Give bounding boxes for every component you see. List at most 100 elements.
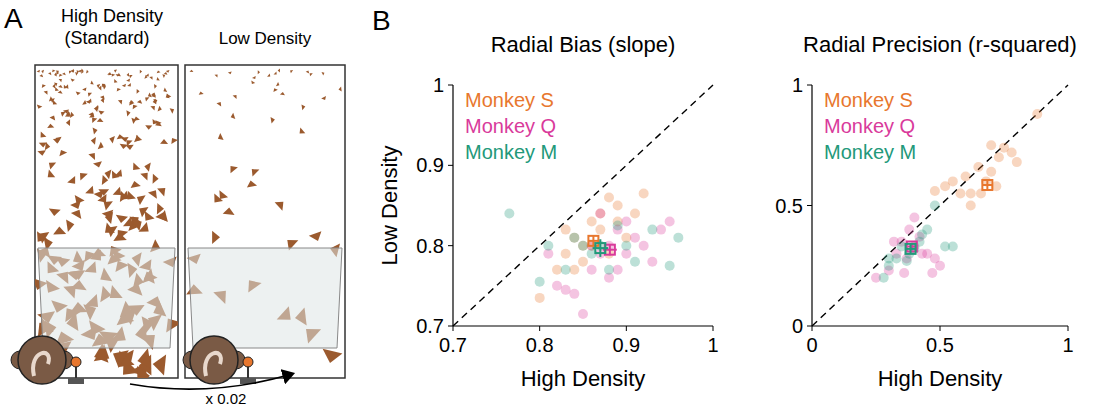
- session-point: [647, 257, 657, 267]
- ground-patch: [188, 248, 342, 348]
- mean-marker: [982, 180, 992, 190]
- panel-letter: B: [372, 5, 391, 36]
- identity-line: [812, 85, 1068, 326]
- dot-triangle: [113, 350, 129, 368]
- dot-triangle: [133, 116, 140, 120]
- dot-triangle: [108, 73, 112, 76]
- session-point: [569, 233, 579, 243]
- legend: Monkey SMonkey QMonkey M: [465, 89, 557, 163]
- session-point: [955, 188, 965, 198]
- dot-triangle: [126, 145, 134, 150]
- session-point: [948, 176, 958, 186]
- dot-triangle: [122, 84, 126, 87]
- dot-triangle: [114, 169, 122, 176]
- dot-triangle: [118, 230, 129, 240]
- dot-triangle: [87, 98, 91, 102]
- dot-triangle: [133, 105, 138, 110]
- session-point: [899, 268, 909, 278]
- dot-triangle: [137, 100, 142, 104]
- dot-triangle: [91, 137, 96, 145]
- session-point: [639, 241, 649, 251]
- session-point: [665, 217, 675, 227]
- dot-triangle: [69, 71, 72, 74]
- joystick-base: [68, 378, 84, 384]
- x-tick: [453, 326, 454, 331]
- head: [18, 336, 66, 384]
- dot-triangle: [102, 84, 105, 88]
- dot-triangle: [50, 116, 56, 121]
- y-axis: [452, 85, 453, 326]
- monkey-icon: [183, 336, 256, 384]
- session-point: [595, 209, 605, 219]
- dot-triangle: [137, 195, 146, 205]
- dot-triangle: [302, 104, 306, 110]
- error-bar-x: [908, 245, 916, 247]
- dot-triangle: [217, 102, 222, 107]
- optic-flow: [35, 68, 178, 378]
- dot-triangle: [90, 81, 93, 85]
- dot-triangle: [70, 201, 81, 209]
- head: [190, 336, 238, 384]
- dot-triangle: [98, 86, 101, 91]
- dot-triangle: [52, 70, 55, 73]
- title-line: (Standard): [64, 28, 149, 48]
- session-point: [561, 285, 571, 295]
- dot-triangle: [65, 112, 70, 117]
- dot-triangle: [59, 150, 67, 156]
- x-tick: [626, 326, 627, 331]
- dot-triangle: [107, 226, 117, 237]
- dot-triangle: [59, 79, 62, 82]
- dot-triangle: [131, 181, 141, 188]
- dot-triangle: [114, 79, 117, 83]
- x-axis-title: High Density: [521, 366, 646, 391]
- dot-triangle: [82, 100, 86, 105]
- mean-marker: [605, 245, 615, 255]
- dot-triangle: [309, 231, 322, 241]
- dot-triangle: [93, 161, 102, 167]
- session-point: [613, 221, 623, 231]
- dot-triangle: [148, 190, 157, 199]
- dot-triangle: [48, 72, 51, 75]
- dot-triangle: [153, 99, 157, 105]
- chart-title: Radial Bias (slope): [491, 32, 676, 57]
- dot-triangle: [86, 70, 89, 74]
- arrow: [130, 374, 292, 389]
- session-point: [879, 273, 889, 283]
- dot-triangle: [61, 112, 66, 117]
- y-tick: [448, 245, 453, 246]
- dot-triangle: [252, 76, 256, 79]
- panel-title: High Density(Standard): [61, 6, 163, 48]
- dot-triangle: [104, 201, 113, 210]
- dot-triangle: [70, 112, 74, 118]
- legend-entry: Monkey Q: [824, 115, 915, 137]
- dot-triangle: [231, 166, 238, 173]
- y-tick: [807, 85, 812, 86]
- y-tick: [448, 326, 453, 327]
- x-tick-label: 1: [707, 334, 718, 356]
- identity-line: [453, 85, 713, 326]
- dot-triangle: [72, 69, 75, 73]
- dot-triangle: [218, 133, 224, 140]
- dot-triangle: [323, 349, 343, 363]
- x-tick-label: 0.5: [926, 334, 954, 356]
- dot-triangle: [170, 108, 175, 113]
- chart-title: Radial Precision (r-squared): [803, 32, 1077, 57]
- stimulus-frame: [185, 65, 345, 378]
- dot-triangle: [148, 92, 152, 97]
- dot-triangle: [49, 96, 53, 101]
- session-point: [587, 265, 597, 275]
- dot-triangle: [128, 191, 136, 200]
- session-point: [604, 265, 614, 275]
- dot-triangle: [58, 85, 63, 88]
- y-tick: [807, 205, 812, 206]
- dot-triangle: [98, 142, 104, 150]
- session-point: [665, 261, 675, 271]
- dot-triangle: [116, 215, 128, 223]
- dot-triangle: [321, 96, 326, 100]
- dot-triangle: [162, 74, 165, 78]
- session-point: [647, 225, 657, 235]
- x-tick-label: 1: [1062, 334, 1073, 356]
- x-tick-label: 0.8: [526, 334, 554, 356]
- optic-flow: [186, 69, 342, 363]
- dot-triangle: [144, 75, 147, 79]
